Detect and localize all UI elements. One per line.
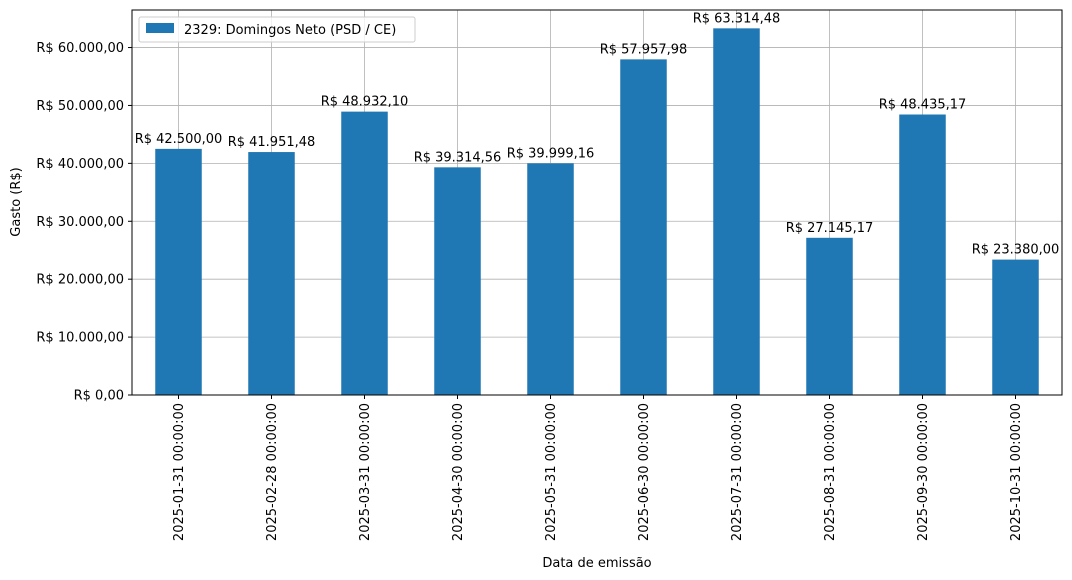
bar-value-label: R$ 48.435,17 bbox=[879, 98, 967, 113]
x-tick-label: 2025-07-31 00:00:00 bbox=[730, 403, 745, 541]
x-tick-label: 2025-09-30 00:00:00 bbox=[916, 403, 931, 541]
bar-value-label: R$ 48.932,10 bbox=[321, 95, 409, 110]
x-tick-label: 2025-04-30 00:00:00 bbox=[451, 403, 466, 541]
x-tick-label: 2025-05-31 00:00:00 bbox=[544, 403, 559, 541]
x-tick-label: 2025-01-31 00:00:00 bbox=[172, 403, 187, 541]
y-tick-label: R$ 20.000,00 bbox=[36, 273, 124, 288]
bar bbox=[527, 163, 574, 395]
bar bbox=[155, 148, 202, 395]
bar-value-label: R$ 57.957,98 bbox=[600, 42, 688, 57]
y-tick-label: R$ 30.000,00 bbox=[36, 215, 124, 230]
bar bbox=[434, 167, 481, 395]
bar-value-label: R$ 23.380,00 bbox=[972, 243, 1060, 258]
legend: 2329: Domingos Neto (PSD / CE) bbox=[138, 16, 416, 43]
plot-frame bbox=[131, 9, 1063, 396]
legend-label: 2329: Domingos Neto (PSD / CE) bbox=[184, 23, 396, 38]
x-tick-label: 2025-08-31 00:00:00 bbox=[823, 403, 838, 541]
y-tick-label: R$ 0,00 bbox=[74, 389, 124, 404]
y-tick-label: R$ 10.000,00 bbox=[36, 331, 124, 346]
bar-value-label: R$ 41.951,48 bbox=[228, 135, 316, 150]
y-tick-label: R$ 60.000,00 bbox=[36, 41, 124, 56]
bar bbox=[992, 259, 1039, 395]
y-axis-label: Gasto (R$) bbox=[9, 167, 24, 236]
bar bbox=[899, 114, 946, 395]
bar bbox=[248, 152, 295, 395]
bars bbox=[155, 28, 1039, 396]
x-axis-label: Data de emissão bbox=[542, 556, 651, 571]
legend-swatch bbox=[146, 23, 174, 33]
x-tick-label: 2025-06-30 00:00:00 bbox=[637, 403, 652, 541]
y-tick-label: R$ 40.000,00 bbox=[36, 157, 124, 172]
bar-value-label: R$ 63.314,48 bbox=[693, 11, 781, 26]
bar bbox=[620, 59, 667, 396]
x-tick-label: 2025-10-31 00:00:00 bbox=[1009, 403, 1024, 541]
bar bbox=[806, 237, 853, 395]
x-tick-label: 2025-03-31 00:00:00 bbox=[358, 403, 373, 541]
x-tick-label: 2025-02-28 00:00:00 bbox=[265, 403, 280, 541]
legend-box bbox=[138, 16, 416, 43]
bar-value-label: R$ 39.999,16 bbox=[507, 146, 595, 161]
bar bbox=[713, 28, 760, 396]
bar-value-label: R$ 42.500,00 bbox=[135, 132, 223, 147]
bar-value-label: R$ 39.314,56 bbox=[414, 150, 502, 165]
x-axis-ticks: 2025-01-31 00:00:00 2025-02-28 00:00:00 20… bbox=[172, 395, 1024, 541]
bar-value-label: R$ 27.145,17 bbox=[786, 221, 874, 236]
bar bbox=[341, 111, 388, 395]
y-tick-label: R$ 50.000,00 bbox=[36, 99, 124, 114]
y-axis-ticks: R$ 0,00 R$ 10.000,00 R$ 20.000,00 R$ 30.000… bbox=[36, 41, 132, 404]
data-labels: R$ 42.500,00 R$ 41.951,48 R$ 48.932,10 R$ 3… bbox=[135, 11, 1060, 257]
